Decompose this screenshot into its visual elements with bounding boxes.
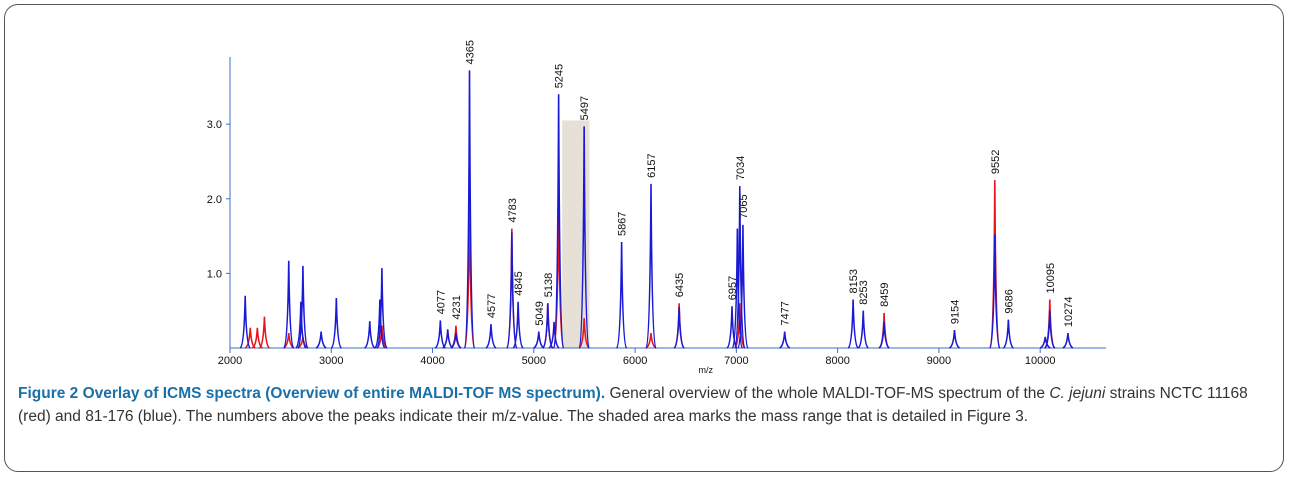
x-tick-label: 8000 (825, 355, 849, 367)
peak-label: 8459 (879, 282, 891, 306)
peak (847, 299, 859, 349)
caption: Figure 2 Overlay of ICMS spectra (Overvi… (18, 382, 1278, 428)
peak-label: 7034 (735, 156, 747, 180)
peak-label: 8153 (848, 269, 860, 293)
caption-text: General overview of the whole MALDI-TOF-… (609, 385, 1046, 402)
chart: 1.0 2.0 3.0 2000 3000 4000 5000 6000 7000 8000 900… (207, 40, 1106, 375)
peak-label: 9552 (990, 150, 1002, 174)
x-tick-label: 7000 (724, 355, 748, 367)
y-tick-label: 1.0 (207, 268, 222, 280)
peak (542, 303, 554, 349)
peak (463, 70, 476, 349)
peak-label: 5138 (543, 273, 555, 297)
peak (1062, 333, 1074, 349)
x-tick-label: 6000 (623, 355, 647, 367)
peak-label: 4365 (465, 40, 477, 64)
peak-label: 5497 (579, 96, 591, 120)
peak (244, 327, 256, 349)
peak-label: 8253 (858, 280, 870, 304)
x-tick-label: 5000 (522, 355, 546, 367)
peak (533, 331, 545, 349)
peak-label: 10274 (1063, 296, 1075, 327)
peak (297, 265, 309, 349)
peak (726, 306, 738, 349)
peak-label: 7477 (780, 301, 792, 325)
peak (949, 330, 960, 349)
peak (734, 303, 746, 349)
peak (330, 297, 342, 349)
peak (857, 310, 869, 349)
peak-label: 4077 (435, 290, 447, 314)
peak (442, 329, 454, 349)
y-tick-label: 2.0 (207, 194, 222, 206)
x-tick-label: 3000 (319, 355, 343, 367)
peak (450, 333, 462, 349)
x-tick-label: 9000 (927, 355, 951, 367)
peak (578, 318, 590, 349)
peak-label: 9154 (949, 300, 961, 324)
peak-label: 5049 (534, 301, 546, 325)
peak (485, 324, 497, 349)
peak-label: 4783 (507, 198, 519, 222)
peak (1002, 319, 1014, 349)
peak-label: 4845 (513, 271, 525, 295)
peak (434, 320, 446, 349)
peak-label: 9686 (1003, 289, 1015, 313)
peak-label: 4231 (451, 295, 463, 319)
x-tick-label: 2000 (218, 355, 242, 367)
peak (548, 321, 560, 349)
figure-frame (4, 4, 1284, 472)
peak-label: 6435 (674, 273, 686, 297)
peak (506, 232, 518, 349)
peak (283, 260, 295, 349)
peak-label: 7065 (738, 194, 750, 218)
peak (673, 306, 685, 349)
peak (645, 333, 657, 349)
peak (315, 331, 327, 349)
peak (251, 327, 263, 349)
peak-label: 5867 (617, 212, 629, 236)
peak (239, 295, 251, 349)
y-tick-label: 3.0 (207, 119, 222, 131)
peak-label: 6157 (646, 153, 658, 177)
x-tick-label: 10000 (1025, 355, 1056, 367)
peak (1039, 336, 1051, 349)
peak (512, 301, 524, 349)
peak (283, 333, 295, 349)
peak (295, 301, 307, 349)
peak (734, 186, 746, 349)
peak (374, 299, 386, 349)
peak (615, 242, 628, 349)
caption-title: Figure 2 Overlay of ICMS spectra (Overvi… (18, 385, 606, 402)
peak (1044, 310, 1056, 349)
peak (376, 325, 388, 349)
x-axis-label: m/z (698, 365, 713, 375)
peak (258, 316, 270, 349)
caption-species: C. jejuni (1049, 385, 1106, 402)
peak (878, 321, 890, 349)
peak-label: 10095 (1045, 263, 1057, 294)
peak-label: 4577 (486, 294, 498, 318)
peak (779, 331, 791, 349)
x-tick-label: 4000 (420, 355, 444, 367)
peak (364, 321, 376, 349)
peak (578, 126, 590, 349)
peak (552, 94, 565, 349)
peak-label: 5245 (554, 64, 566, 88)
peak (737, 224, 749, 349)
peak (989, 234, 1001, 349)
caption-text: strains NCTC 11168 (red) and 81-176 (blu… (18, 385, 1248, 425)
peak-label: 6957 (727, 276, 739, 300)
peak (645, 183, 657, 349)
peak (376, 268, 388, 349)
